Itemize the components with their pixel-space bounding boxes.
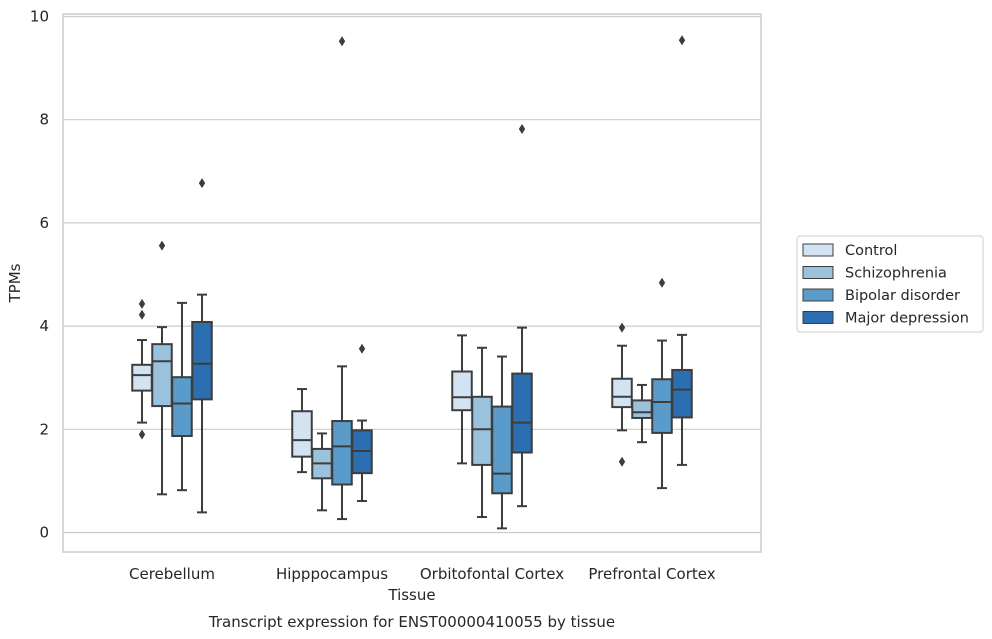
x-tick-labels: Cerebellum Hipppocampus Orbitofontal Corte…: [129, 565, 716, 583]
legend: Control Schizophrenia Bipolar disorder Majo…: [796, 235, 984, 333]
outlier-point: [158, 240, 166, 251]
box-groups: [131, 35, 693, 530]
x-tick-label-0: Cerebellum: [129, 565, 215, 583]
box-body: [651, 378, 673, 434]
box-1-3: [631, 383, 653, 444]
chart-title: Transcript expression for ENST0000041005…: [208, 613, 615, 631]
outlier-point: [138, 429, 146, 440]
plot-background: [63, 14, 761, 552]
outlier-point: [198, 178, 206, 189]
box-2-0: [171, 301, 193, 492]
y-tick-label-6: 6: [39, 214, 49, 232]
legend-swatch-2: [802, 288, 834, 302]
y-tick-label-0: 0: [39, 524, 49, 542]
outlier-point: [138, 298, 146, 309]
box-body: [131, 363, 153, 392]
box-body: [631, 399, 653, 419]
box-3-0: [191, 178, 213, 514]
y-tick-label-2: 2: [39, 420, 49, 438]
legend-swatch-0: [802, 243, 834, 257]
outlier-point: [518, 123, 526, 134]
legend-swatch-1: [802, 266, 834, 279]
legend-swatch-3: [802, 311, 834, 324]
outlier-point: [658, 277, 666, 288]
x-tick-label-2: Orbitofontal Cortex: [420, 565, 564, 583]
box-body: [151, 343, 173, 408]
legend-label-2: Bipolar disorder: [845, 288, 960, 304]
box-body: [671, 368, 693, 419]
box-1-0: [151, 240, 173, 496]
x-axis-label: Tissue: [387, 586, 435, 604]
outlier-point: [338, 36, 346, 47]
box-0-3: [611, 322, 633, 467]
box-0-1: [291, 388, 313, 474]
y-tick-label-8: 8: [39, 111, 49, 129]
series-2: [171, 36, 673, 530]
box-body: [171, 376, 193, 438]
box-0-2: [451, 334, 473, 465]
box-body: [511, 372, 533, 454]
box-3-1: [351, 343, 373, 503]
outlier-point: [138, 309, 146, 320]
box-0-0: [131, 298, 153, 440]
box-body: [291, 410, 313, 458]
y-tick-labels: 0 2 4 6 8 10: [30, 8, 49, 542]
y-axis-label: TPMs: [6, 263, 24, 303]
box-body: [331, 420, 353, 486]
box-body: [451, 370, 473, 412]
legend-label-1: Schizophrenia: [845, 266, 947, 282]
outlier-point: [618, 322, 626, 333]
series-1: [151, 240, 653, 519]
box-body: [191, 320, 213, 401]
outlier-point: [678, 35, 686, 46]
box-body: [611, 377, 633, 409]
y-tick-label-10: 10: [30, 8, 49, 26]
outlier-point: [358, 343, 366, 354]
legend-label-3: Major depression: [845, 311, 969, 327]
box-body: [471, 395, 493, 466]
legend-frame: [796, 235, 984, 333]
box-body: [491, 405, 513, 495]
outlier-point: [618, 456, 626, 467]
y-tick-label-4: 4: [39, 317, 49, 335]
x-tick-label-3: Prefrontal Cortex: [588, 565, 715, 583]
series-3: [191, 35, 693, 514]
box-3-3: [671, 35, 693, 466]
box-3-2: [511, 123, 533, 508]
x-tick-label-1: Hipppocampus: [276, 565, 388, 583]
series-0: [131, 298, 633, 474]
box-2-2: [491, 355, 513, 530]
legend-label-0: Control: [845, 243, 897, 259]
plot-frame: [62, 13, 762, 553]
